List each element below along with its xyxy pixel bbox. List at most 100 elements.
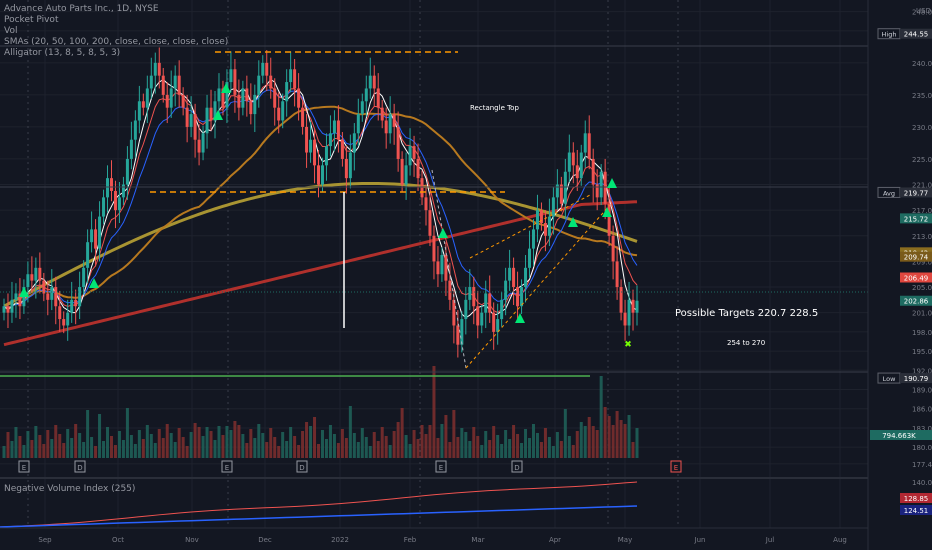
x-tick-label: Apr <box>549 536 561 544</box>
volume-bar <box>348 406 352 458</box>
candle-body <box>157 62 161 76</box>
volume-bar <box>468 441 472 458</box>
candle-body <box>619 287 623 313</box>
candle-body <box>201 133 205 153</box>
price-tag-value: 206.49 <box>904 274 929 282</box>
volume-bar <box>157 429 161 458</box>
candle-body <box>320 165 324 185</box>
candle-body <box>631 299 635 313</box>
indicator-alligator[interactable]: Alligator (13, 8, 5, 8, 5, 3) <box>4 48 121 58</box>
candle-body <box>293 69 297 89</box>
y-tick-label: 177.4 <box>912 461 932 469</box>
candle-body <box>460 319 464 345</box>
y-tick-label: 201.0 <box>912 310 932 318</box>
pocket-pivot-marker <box>602 207 612 217</box>
volume-bar <box>320 430 324 458</box>
candle-body <box>74 299 78 307</box>
volume-bar <box>297 445 301 458</box>
candle-body <box>62 319 66 326</box>
volume-bar <box>535 433 539 458</box>
candle-body <box>269 75 273 89</box>
candle-body <box>273 88 277 108</box>
candle-body <box>141 101 145 108</box>
volume-bar <box>185 446 189 458</box>
alligator-teeth-line <box>3 84 638 314</box>
volume-bar <box>305 422 309 458</box>
volume-bar <box>563 409 567 458</box>
candle-body <box>364 88 368 102</box>
volume-bar <box>261 433 265 458</box>
range-annotation: 254 to 270 <box>727 339 765 347</box>
y-tick-label: 230.0 <box>912 124 932 132</box>
candle-body <box>229 69 233 83</box>
sma-50-line <box>3 105 638 311</box>
volume-bar <box>22 445 26 458</box>
candle-body <box>436 261 440 275</box>
candle-body <box>583 133 587 153</box>
volume-bar <box>484 431 488 458</box>
volume-bar <box>500 444 504 458</box>
candle-body <box>372 75 376 89</box>
volume-bar <box>109 436 113 458</box>
candle-body <box>444 255 448 281</box>
candle-body <box>313 139 317 166</box>
candle-body <box>611 235 615 262</box>
volume-bar <box>456 437 460 458</box>
candle-body <box>173 75 177 89</box>
volume-bar <box>492 426 496 458</box>
volume-bar <box>404 435 408 458</box>
nvi-panel: Negative Volume Index (255) <box>0 477 932 529</box>
volume-bar <box>599 376 603 458</box>
y-tick-label: 198.0 <box>912 329 932 337</box>
volume-bar <box>444 415 448 458</box>
volume-bar <box>547 437 551 458</box>
candle-body <box>468 287 472 300</box>
earnings-marker <box>296 460 308 473</box>
candle-body <box>189 114 193 127</box>
volume-bar <box>245 443 249 458</box>
volume-bar <box>555 432 559 458</box>
candle-body <box>209 107 213 121</box>
candle-body <box>10 299 14 313</box>
volume-bar <box>121 440 125 458</box>
y-tick-label: 240.0 <box>912 60 932 68</box>
price-tag-box <box>900 295 932 306</box>
volume-bar <box>603 407 607 458</box>
volume-bar <box>169 433 173 458</box>
volume-bar <box>340 429 344 458</box>
price-tag-box <box>900 251 932 262</box>
candle-body <box>301 107 305 127</box>
candle-body <box>113 190 117 211</box>
candle-body <box>384 120 388 134</box>
x-tick-label: Jun <box>694 536 706 544</box>
indicator-smas[interactable]: SMAs (20, 50, 100, 200, close, close, cl… <box>4 37 229 47</box>
x-tick-label: Nov <box>185 536 199 544</box>
x-tick-label: May <box>618 536 632 544</box>
pocket-pivot-marker <box>515 313 525 323</box>
candle-body <box>46 293 50 300</box>
volume-bar <box>440 424 444 458</box>
price-tag-name: Low <box>883 375 896 383</box>
indicator-pocket-pivot[interactable]: Pocket Pivot <box>4 15 59 25</box>
volume-bar <box>332 434 336 458</box>
volume-bar <box>631 442 635 458</box>
y-tick-label: 209.0 <box>912 258 932 266</box>
indicator-vol[interactable]: Vol <box>4 26 18 36</box>
volume-bar <box>149 434 153 458</box>
earnings-marker <box>18 460 30 473</box>
candle-body <box>86 242 90 268</box>
volume-bar <box>400 408 404 458</box>
candle-body <box>492 312 496 332</box>
volume-bar <box>229 430 233 458</box>
candle-body <box>543 222 547 236</box>
volume-bar <box>520 443 524 458</box>
symbol-title[interactable]: Advance Auto Parts Inc., 1D, NYSE <box>4 4 159 14</box>
volume-bar <box>269 428 273 458</box>
volume-bar <box>424 434 428 458</box>
volume-bar <box>18 436 22 458</box>
candle-body <box>193 114 197 140</box>
price-tag-name: Avg <box>883 189 895 197</box>
candle-body <box>520 287 524 307</box>
volume-bar <box>448 442 452 458</box>
